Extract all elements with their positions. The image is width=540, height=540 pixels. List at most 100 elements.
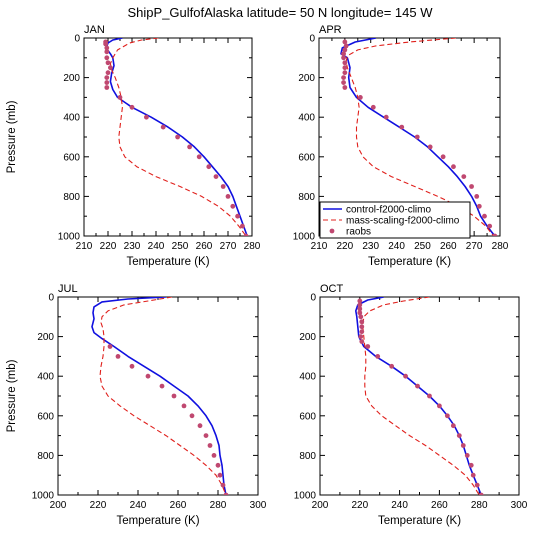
y-tick-label: 400: [37, 372, 54, 383]
series-group: [340, 38, 498, 236]
figure-title: ShipP_GulfofAlaska latitude= 50 N longit…: [128, 5, 434, 20]
y-tick-label: 1000: [58, 232, 81, 243]
x-tick-label: 240: [388, 241, 405, 252]
x-tick-label: 240: [391, 500, 408, 511]
y-tick-label: 600: [298, 152, 315, 163]
raobs-point: [427, 393, 432, 399]
x-tick-label: 280: [471, 500, 488, 511]
panel-label: OCT: [320, 283, 344, 295]
raobs-point: [104, 80, 110, 85]
mass-scaling-line: [362, 297, 480, 495]
raobs-point: [240, 223, 245, 229]
raobs-point: [359, 339, 365, 344]
raobs-point: [389, 363, 395, 369]
x-tick-label: 200: [312, 500, 329, 511]
raobs-point: [107, 344, 113, 349]
raobs-point: [103, 41, 108, 47]
raobs-point: [359, 319, 365, 325]
y-axis-label: Pressure (mb): [6, 359, 18, 432]
raobs-point: [492, 233, 498, 236]
control-line: [91, 297, 227, 495]
x-tick-label: 260: [170, 500, 187, 511]
raobs-point: [342, 65, 348, 71]
raobs-point: [357, 298, 363, 304]
y-tick-label: 0: [310, 293, 316, 304]
x-tick-label: 300: [511, 500, 528, 511]
raobs-point: [187, 144, 193, 150]
y-tick-label: 200: [299, 332, 316, 343]
x-tick-label: 280: [492, 241, 509, 252]
x-tick-label: 260: [196, 241, 213, 252]
x-tick-label: 260: [431, 500, 448, 511]
raobs-point: [342, 85, 348, 90]
raobs-point: [358, 314, 364, 320]
raobs-point: [456, 433, 462, 438]
raobs-point: [476, 203, 482, 209]
raobs-point: [342, 70, 348, 76]
series-group: [355, 297, 484, 495]
y-tick-label: 800: [63, 192, 80, 203]
raobs-point: [383, 114, 389, 120]
raobs-point: [359, 329, 365, 335]
plot-frame: [319, 296, 520, 496]
raobs-point: [189, 413, 195, 419]
mass-scaling-line: [109, 38, 247, 236]
raobs-point: [108, 65, 113, 71]
raobs-point: [474, 194, 480, 199]
raobs-point: [468, 462, 474, 468]
raobs-point: [342, 39, 348, 45]
x-tick-label: 210: [76, 241, 93, 252]
plot-frame: [57, 296, 259, 496]
y-axis-label: Pressure (mb): [6, 100, 18, 173]
raobs-point: [341, 55, 346, 61]
raobs-point: [104, 55, 110, 61]
x-tick-label: 280: [210, 500, 227, 511]
y-tick-label: 0: [74, 34, 80, 45]
raobs-point: [487, 223, 493, 229]
y-tick-label: 800: [37, 451, 54, 462]
panel-label: JAN: [84, 24, 105, 36]
raobs-point: [223, 492, 229, 495]
raobs-point: [359, 324, 365, 330]
raobs-point: [482, 213, 487, 219]
raobs-point: [365, 344, 371, 349]
raobs-point: [444, 413, 450, 419]
y-tick-label: 400: [63, 113, 80, 124]
raobs-point: [403, 373, 408, 379]
raobs-point: [159, 383, 165, 389]
raobs-point: [217, 472, 223, 478]
series-group: [91, 297, 229, 495]
y-tick-label: 600: [37, 411, 54, 422]
y-tick-label: 800: [299, 451, 316, 462]
x-tick-label: 270: [466, 241, 483, 252]
x-tick-label: 250: [414, 241, 431, 252]
mass-scaling-line: [345, 38, 494, 236]
y-tick-label: 1000: [294, 491, 317, 502]
raobs-point: [375, 354, 381, 359]
raobs-point: [357, 310, 363, 316]
raobs-point: [358, 334, 364, 339]
raobs-point: [181, 403, 187, 409]
x-tick-label: 210: [311, 241, 328, 252]
x-axis-label: Temperature (K): [116, 515, 199, 527]
raobs-point: [197, 423, 203, 429]
raobs-point: [171, 393, 177, 399]
raobs-point: [160, 124, 166, 130]
raobs-point: [469, 184, 474, 189]
raobs-point: [451, 164, 456, 170]
raobs-point: [370, 104, 376, 110]
raobs-point: [341, 75, 346, 80]
control-line: [355, 297, 482, 495]
raobs-point: [117, 95, 123, 100]
x-tick-label: 240: [130, 500, 147, 511]
panel-oct: 200 220 240 260 280 300 0 200 400 600 800 1000 OCT Te…: [294, 283, 528, 527]
raobs-point: [104, 85, 110, 90]
panels: 210 220 230 240 250 260 270 280 0 200 400 600 800 100…: [6, 24, 528, 527]
raobs-point: [414, 134, 420, 140]
legend-box: [319, 201, 471, 239]
raobs-point: [104, 45, 110, 51]
y-tick-label: 600: [299, 411, 316, 422]
x-tick-label: 270: [220, 241, 237, 252]
raobs-point: [129, 104, 135, 110]
legend-label: raobs: [346, 227, 371, 238]
